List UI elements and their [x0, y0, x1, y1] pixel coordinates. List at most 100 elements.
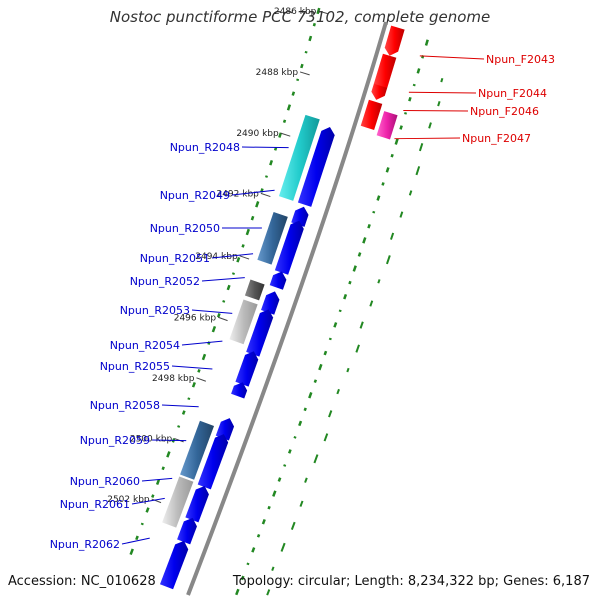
reverse-gene-arrow: [215, 418, 235, 441]
gc-mark-right: [272, 490, 277, 497]
gc-mark-left: [177, 425, 181, 428]
reverse-leader-line: [191, 309, 233, 314]
gc-mark-right: [328, 337, 332, 341]
gc-mark-left: [264, 175, 268, 178]
tick-mark: [196, 377, 207, 382]
forward-gene-arrow: [373, 53, 397, 92]
reverse-gene-label: Npun_R2048: [170, 141, 240, 154]
gc-mark-left: [216, 312, 221, 318]
gc-skew-mark: [418, 143, 424, 152]
gc-skew-mark: [359, 321, 364, 329]
map-title: Nostoc punctiforme PCC 73102, complete g…: [109, 8, 491, 26]
tick-label: 2500 kbp: [130, 434, 173, 444]
tick-label: 2488 kbp: [256, 68, 299, 78]
reverse-leader-line: [211, 253, 254, 259]
reverse-leader-line: [181, 340, 223, 346]
forward-gene-block: [376, 111, 398, 140]
gc-skew-mark: [408, 190, 413, 196]
gc-mark-right: [333, 322, 338, 328]
gc-mark-left: [191, 382, 196, 388]
tick-label: 2498 kbp: [152, 374, 195, 384]
reverse-gene-arrow: [260, 291, 280, 315]
tick-label: 2496 kbp: [174, 313, 217, 323]
gc-skew-mark: [266, 589, 271, 596]
gc-mark-right: [277, 477, 282, 482]
gc-mark-right: [298, 420, 303, 427]
gc-mark-left: [269, 159, 274, 166]
reverse-gene-arrow: [235, 351, 259, 387]
gc-mark-left: [222, 300, 226, 303]
reverse-gene-arrow: [246, 309, 274, 357]
gc-mark-right: [404, 112, 408, 115]
reverse-leader-line: [151, 439, 187, 442]
gc-mark-left: [291, 91, 296, 96]
gc-skew-mark: [280, 542, 286, 552]
reverse-gene-arrow: [197, 434, 229, 490]
tick-mark: [217, 316, 228, 322]
forward-gene-label: Npun_F2043: [486, 53, 555, 66]
reverse-gene-arrow: [297, 127, 335, 207]
gc-mark-right: [412, 83, 416, 87]
gc-mark-right: [348, 280, 352, 285]
gc-mark-left: [241, 244, 245, 248]
reverse-gene-arrow: [177, 517, 197, 545]
reverse-gene-label: Npun_R2050: [150, 222, 220, 235]
gc-mark-left: [296, 78, 300, 82]
reverse-leader-line: [161, 404, 199, 408]
tick-label: 2486 kbp: [274, 7, 317, 17]
forward-leader-line: [403, 109, 469, 112]
gc-mark-right: [303, 407, 307, 412]
reverse-gene-label: Npun_R2054: [110, 339, 180, 352]
forward-gene-arrow: [360, 99, 383, 131]
gc-mark-left: [181, 410, 186, 415]
gc-mark-right: [235, 588, 240, 596]
tick-label: 2494 kbp: [195, 252, 238, 262]
reverse-gene-label: Npun_R2058: [90, 399, 160, 412]
reverse-leader-line: [141, 477, 173, 482]
gc-skew-mark: [377, 279, 381, 284]
gc-mark-right: [246, 562, 250, 566]
forward-gene-arrow: [371, 83, 388, 100]
reverse-leader-line: [201, 277, 245, 282]
gc-mark-left: [155, 479, 161, 485]
gc-mark-left: [129, 548, 134, 556]
reverse-leader-line: [131, 497, 165, 505]
reverse-gene-block: [257, 212, 288, 265]
gc-skew-mark: [271, 566, 275, 571]
reverse-gene-arrow: [291, 206, 309, 227]
reverse-gene-label: Npun_R2062: [50, 538, 120, 551]
gc-mark-left: [245, 228, 250, 236]
gc-mark-right: [293, 436, 297, 439]
tick-mark: [239, 255, 250, 260]
gc-mark-left: [197, 369, 201, 373]
gc-mark-right: [251, 547, 256, 553]
gc-mark-right: [261, 518, 266, 525]
gc-mark-left: [151, 494, 155, 498]
gc-mark-left: [226, 284, 231, 291]
gc-mark-left: [166, 451, 171, 458]
reverse-gene-label: Npun_R2059: [80, 434, 150, 447]
tick-mark: [280, 132, 291, 137]
gc-mark-left: [300, 63, 304, 69]
gc-mark-left: [161, 466, 165, 471]
gc-mark-right: [352, 265, 357, 272]
gc-mark-right: [385, 167, 390, 173]
gc-mark-right: [287, 449, 292, 454]
gc-skew-mark: [385, 255, 391, 265]
tick-mark: [151, 498, 162, 504]
accession-text: Accession: NC_010628: [8, 574, 156, 589]
reverse-gene-label: Npun_R2049: [160, 189, 230, 202]
forward-leader-line: [419, 55, 485, 60]
gc-mark-right: [367, 223, 371, 229]
gc-mark-right: [323, 350, 328, 356]
reverse-gene-arrow: [274, 220, 304, 275]
gc-mark-right: [408, 96, 412, 102]
reverse-leader-line: [121, 537, 150, 545]
reverse-gene-label: Npun_R2053: [120, 304, 190, 317]
gc-mark-right: [318, 363, 323, 371]
gc-skew-mark: [440, 77, 444, 83]
reverse-gene-arrow: [231, 382, 248, 399]
gc-mark-right: [308, 391, 313, 399]
reverse-gene-label: Npun_R2052: [130, 275, 200, 288]
gc-mark-left: [308, 35, 313, 42]
